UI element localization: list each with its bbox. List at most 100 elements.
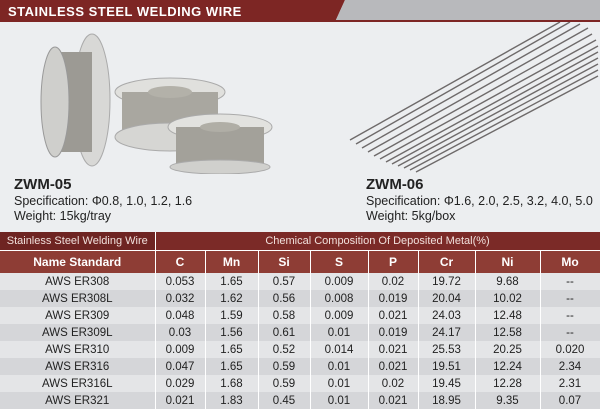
table-cell: 0.58 xyxy=(258,307,311,324)
table-cell: 1.59 xyxy=(205,307,259,324)
column-header: S xyxy=(310,250,369,273)
table-cell: 0.021 xyxy=(368,358,419,375)
table-cell: AWS ER316L xyxy=(0,375,156,392)
table-cell: 1.83 xyxy=(205,392,259,409)
table-cell: 2.34 xyxy=(540,358,600,375)
table-cell: 0.009 xyxy=(310,307,369,324)
table-cell: 0.56 xyxy=(258,290,311,307)
table-cell: AWS ER308 xyxy=(0,273,156,290)
table-cell: 0.61 xyxy=(258,324,311,341)
table-cell: 19.51 xyxy=(418,358,476,375)
column-header: Si xyxy=(258,250,311,273)
column-header: Mo xyxy=(540,250,600,273)
table-cell: 12.48 xyxy=(475,307,541,324)
product-name: ZWM-06 xyxy=(366,176,424,193)
table-cell: 12.28 xyxy=(475,375,541,392)
table-cell: 19.45 xyxy=(418,375,476,392)
table-cell: 0.021 xyxy=(155,392,206,409)
table-cell: 0.59 xyxy=(258,375,311,392)
table-cell: 0.021 xyxy=(368,307,419,324)
table-row: AWS ER321 0.021 1.83 0.45 0.01 0.021 18.95 9.35… xyxy=(0,392,600,409)
header-bar xyxy=(0,0,600,22)
table-cell: 1.65 xyxy=(205,273,259,290)
table-row: AWS ER310 0.009 1.65 0.52 0.014 0.021 25.53 20.… xyxy=(0,341,600,358)
table-row: AWS ER316 0.047 1.65 0.59 0.01 0.021 19.51 12.2… xyxy=(0,358,600,375)
table-cell: 0.01 xyxy=(310,392,369,409)
table-cell: 0.52 xyxy=(258,341,311,358)
table-cell: AWS ER310 xyxy=(0,341,156,358)
table-cell: 0.03 xyxy=(155,324,206,341)
table-cell: 10.02 xyxy=(475,290,541,307)
table-cell: 0.019 xyxy=(368,290,419,307)
table-cell: 12.58 xyxy=(475,324,541,341)
spool-small xyxy=(167,113,273,174)
table-cell: 0.01 xyxy=(310,358,369,375)
table-cell: 0.57 xyxy=(258,273,311,290)
column-header: Ni xyxy=(475,250,541,273)
table-cell: 0.021 xyxy=(368,341,419,358)
table-cell: 0.053 xyxy=(155,273,206,290)
table-row: AWS ER309L 0.03 1.56 0.61 0.01 0.019 24.17 12.5… xyxy=(0,324,600,341)
table-cell: AWS ER309L xyxy=(0,324,156,341)
table-row: AWS ER308L 0.032 1.62 0.56 0.008 0.019 20.04 10… xyxy=(0,290,600,307)
table-cell: 0.009 xyxy=(155,341,206,358)
table-cell: 1.56 xyxy=(205,324,259,341)
group-header-row: Stainless Steel Welding Wire Chemical Co… xyxy=(0,232,600,251)
table-cell: 19.72 xyxy=(418,273,476,290)
table-cell: -- xyxy=(540,324,600,341)
table-cell: 9.35 xyxy=(475,392,541,409)
table-cell: 0.032 xyxy=(155,290,206,307)
table-row: AWS ER316L 0.029 1.68 0.59 0.01 0.02 19.45 12.2… xyxy=(0,375,600,392)
table-cell: 0.59 xyxy=(258,358,311,375)
table-cell: 0.45 xyxy=(258,392,311,409)
table-cell: 18.95 xyxy=(418,392,476,409)
column-header: P xyxy=(368,250,419,273)
column-header: Name Standard xyxy=(0,250,156,273)
column-header: C xyxy=(155,250,206,273)
product-spec: Specification: Φ0.8, 1.0, 1.2, 1.6 xyxy=(14,194,193,208)
table-cell: 0.020 xyxy=(540,341,600,358)
group-header: Stainless Steel Welding Wire xyxy=(0,232,156,251)
table-cell: 0.019 xyxy=(368,324,419,341)
composition-table: Stainless Steel Welding Wire Chemical Co… xyxy=(0,232,600,409)
table-cell: 24.17 xyxy=(418,324,476,341)
table-cell: 0.008 xyxy=(310,290,369,307)
product-spec: Specification: Φ1.6, 2.0, 2.5, 3.2, 4.0,… xyxy=(366,194,593,208)
column-header-row: Name Standard C Mn Si S P Cr Ni Mo xyxy=(0,250,600,273)
table-cell: 0.01 xyxy=(310,375,369,392)
table-cell: 0.014 xyxy=(310,341,369,358)
table-cell: -- xyxy=(540,307,600,324)
table-cell: 0.047 xyxy=(155,358,206,375)
product-weight: Weight: 15kg/tray xyxy=(14,209,112,223)
table-cell: 0.01 xyxy=(310,324,369,341)
table-row: AWS ER309 0.048 1.59 0.58 0.009 0.021 24.03 12.… xyxy=(0,307,600,324)
table-cell: 0.02 xyxy=(368,375,419,392)
table-cell: AWS ER316 xyxy=(0,358,156,375)
table-cell: 1.65 xyxy=(205,341,259,358)
table-cell: AWS ER308L xyxy=(0,290,156,307)
rods xyxy=(349,22,599,173)
table-cell: 25.53 xyxy=(418,341,476,358)
product-name: ZWM-05 xyxy=(14,176,72,193)
table-cell: -- xyxy=(540,273,600,290)
table-cell: 20.04 xyxy=(418,290,476,307)
column-header: Cr xyxy=(418,250,476,273)
table-body: AWS ER308 0.053 1.65 0.57 0.009 0.02 19.72 9.68… xyxy=(0,273,600,409)
spool-large xyxy=(40,33,111,167)
table-cell: 12.24 xyxy=(475,358,541,375)
product-images xyxy=(40,22,599,174)
table-cell: 20.25 xyxy=(475,341,541,358)
table-cell: 9.68 xyxy=(475,273,541,290)
table-cell: 0.029 xyxy=(155,375,206,392)
table-cell: 1.68 xyxy=(205,375,259,392)
group-header: Chemical Composition Of Deposited Metal(… xyxy=(155,232,600,251)
product-weight: Weight: 5kg/box xyxy=(366,209,456,223)
table-cell: 0.009 xyxy=(310,273,369,290)
table-cell: AWS ER309 xyxy=(0,307,156,324)
table-row: AWS ER308 0.053 1.65 0.57 0.009 0.02 19.72 9.68… xyxy=(0,273,600,290)
table-cell: AWS ER321 xyxy=(0,392,156,409)
table-cell: 0.07 xyxy=(540,392,600,409)
table-cell: -- xyxy=(540,290,600,307)
column-header: Mn xyxy=(205,250,259,273)
